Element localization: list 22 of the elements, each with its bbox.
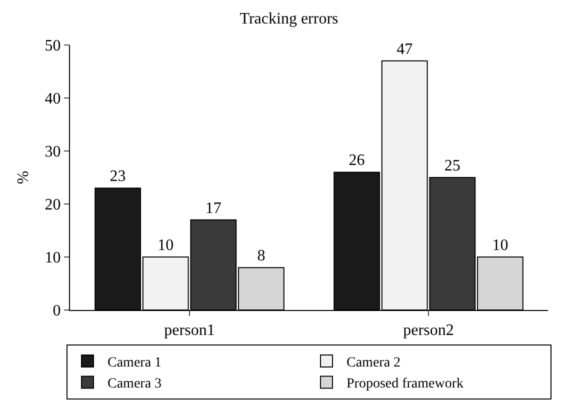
legend-label: Camera 1 <box>108 356 162 371</box>
legend-label: Proposed framework <box>346 376 464 392</box>
data-label: 25 <box>444 158 460 174</box>
data-label: 23 <box>110 168 126 186</box>
data-label: 8 <box>257 248 266 265</box>
data-label: 47 <box>396 40 413 58</box>
y-tick-label: 30 <box>44 144 61 161</box>
y-tick-label: 50 <box>44 38 61 55</box>
legend-label: Camera 3 <box>108 376 162 392</box>
y-tick-label: 20 <box>44 196 61 214</box>
data-label: 10 <box>158 237 174 254</box>
data-label: 10 <box>492 237 508 254</box>
y-axis-title: % <box>15 170 32 184</box>
x-tick-label: person2 <box>403 322 454 340</box>
y-tick-label: 40 <box>44 90 61 108</box>
chart-title: Tracking errors <box>240 10 338 28</box>
legend-label: Camera 2 <box>346 356 401 371</box>
data-label: 26 <box>348 152 365 170</box>
y-tick-label: 10 <box>44 250 61 267</box>
y-tick-label: 0 <box>52 302 61 320</box>
x-tick-label: person1 <box>164 322 215 340</box>
data-label: 17 <box>205 200 222 217</box>
